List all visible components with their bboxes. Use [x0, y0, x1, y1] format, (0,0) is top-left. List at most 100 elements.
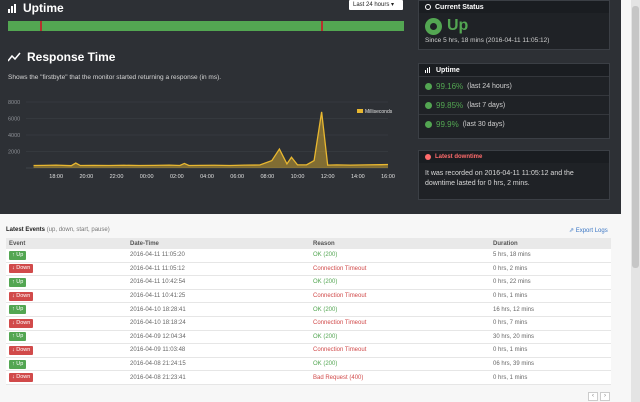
events-subtitle: (up, down, start, pause): [46, 227, 110, 233]
scrollbar-thumb[interactable]: [632, 6, 639, 268]
status-up-icon: [425, 17, 442, 35]
response-time-description: Shows the "firstbyte" that the monitor s…: [8, 74, 222, 81]
reason-cell: Bad Request (400): [313, 374, 364, 381]
event-cell: ↓ Down: [6, 318, 130, 328]
reason-cell: OK (200): [313, 306, 338, 313]
col-datetime: Date-Time: [130, 240, 159, 247]
reason-cell: OK (200): [313, 252, 338, 259]
col-reason: Reason: [313, 240, 335, 247]
events-rows: ↑ Up 2016-04-11 11:05:20 OK (200) 5 hrs,…: [6, 249, 611, 385]
x-tick-label: 06:00: [230, 174, 244, 180]
event-badge: ↓ Down: [9, 264, 34, 274]
downtime-marker[interactable]: [320, 21, 323, 31]
bar-chart-icon: [8, 3, 18, 13]
duration-cell: 0 hrs, 2 mins: [493, 265, 528, 272]
down-arrow-icon: ↓: [12, 292, 15, 299]
latest-downtime-title: Latest downtime: [435, 154, 483, 160]
datetime-cell: 2016-04-08 21:23:41: [130, 374, 186, 381]
info-icon: [425, 4, 431, 10]
reason-cell: OK (200): [313, 333, 338, 340]
current-status-title: Current Status: [435, 3, 484, 11]
col-duration: Duration: [493, 240, 518, 247]
next-page-button[interactable]: ›: [600, 392, 610, 401]
datetime-cell: 2016-04-11 11:05:12: [130, 265, 185, 272]
response-time-title: Response Time: [8, 50, 115, 64]
x-tick-label: 12:00: [321, 174, 335, 180]
event-badge: ↑ Up: [9, 305, 27, 315]
table-row: ↑ Up 2016-04-08 21:24:15 OK (200) 06 hrs…: [6, 357, 611, 372]
event-badge: ↓ Down: [9, 373, 34, 383]
alert-circle-icon: [425, 154, 431, 160]
event-cell: ↓ Down: [6, 291, 130, 301]
x-tick-label: 16:00: [381, 174, 395, 180]
y-tick-label: 2000: [8, 150, 20, 156]
status-text: Up: [447, 17, 469, 34]
event-label: Up: [16, 333, 24, 340]
x-tick-label: 10:00: [291, 174, 305, 180]
datetime-cell: 2016-04-11 10:41:25: [130, 293, 186, 300]
latest-downtime-header: Latest downtime: [419, 151, 609, 163]
x-tick-label: 00:00: [140, 174, 154, 180]
event-cell: ↑ Up: [6, 332, 130, 342]
x-tick-label: 20:00: [79, 174, 93, 180]
event-cell: ↑ Up: [6, 305, 130, 315]
up-arrow-icon: ↑: [12, 333, 15, 340]
status-dot-icon: [425, 101, 432, 109]
y-tick-label: 4000: [8, 133, 20, 139]
event-badge: ↑ Up: [9, 332, 27, 342]
uptime-stat-pct: 99.9%: [436, 119, 459, 129]
uptime-stats-list: 99.16% (last 24 hours) 99.85% (last 7 da…: [419, 76, 609, 133]
export-logs-label: Export Logs: [575, 228, 608, 234]
uptime-stats-title: Uptime: [436, 66, 460, 74]
events-title: Latest Events: [6, 227, 46, 233]
series-line: [33, 111, 389, 167]
table-row: ↓ Down 2016-04-09 11:03:48 Connection Ti…: [6, 344, 611, 358]
legend-swatch: [357, 109, 363, 113]
col-event: Event: [9, 240, 26, 247]
datetime-cell: 2016-04-09 11:03:48: [130, 347, 186, 354]
x-tick-label: 22:00: [110, 174, 124, 180]
range-select[interactable]: Last 24 hours ▾: [349, 0, 403, 10]
event-badge: ↑ Up: [9, 250, 27, 260]
uptime-stat-period: (last 7 days): [467, 101, 506, 109]
duration-cell: 5 hrs, 18 mins: [493, 252, 531, 259]
table-row: ↑ Up 2016-04-11 11:05:20 OK (200) 5 hrs,…: [6, 249, 611, 263]
up-arrow-icon: ↑: [12, 251, 15, 258]
pagination: ‹ ›: [588, 392, 610, 401]
event-cell: ↑ Up: [6, 277, 130, 287]
duration-cell: 30 hrs, 20 mins: [493, 333, 535, 340]
event-badge: ↓ Down: [9, 318, 34, 328]
reason-cell: Connection Timeout: [313, 320, 367, 327]
datetime-cell: 2016-04-10 18:28:41: [130, 306, 186, 313]
status-row: Up: [419, 13, 609, 35]
uptime-stat-pct: 99.16%: [436, 81, 464, 91]
current-status-panel: Current Status Up Since 5 hrs, 18 mins (…: [418, 0, 610, 50]
prev-page-button[interactable]: ‹: [588, 392, 598, 401]
datetime-cell: 2016-04-11 10:42:54: [130, 279, 186, 286]
duration-cell: 0 hrs, 1 mins: [493, 347, 528, 354]
export-logs-link[interactable]: ⇗ Export Logs: [569, 227, 608, 234]
response-time-title-text: Response Time: [27, 50, 116, 64]
duration-cell: 0 hrs, 7 mins: [493, 320, 528, 327]
uptime-stat-row: 99.85% (last 7 days): [419, 95, 609, 114]
latest-downtime-text: It was recorded on 2016-04-11 11:05:12 a…: [425, 170, 574, 187]
up-arrow-icon: ↑: [12, 306, 15, 313]
table-row: ↓ Down 2016-04-11 10:41:25 Connection Ti…: [6, 289, 611, 304]
status-dot-icon: [425, 82, 432, 90]
uptime-bar: [8, 21, 404, 31]
down-arrow-icon: ↓: [12, 265, 15, 272]
uptime-stats-header: Uptime: [419, 64, 609, 76]
table-row: ↑ Up 2016-04-11 10:42:54 OK (200) 0 hrs,…: [6, 276, 611, 290]
downtime-marker[interactable]: [39, 21, 42, 31]
event-label: Down: [16, 346, 31, 353]
status-dot-icon: [425, 120, 432, 128]
event-cell: ↑ Up: [6, 359, 130, 369]
event-label: Down: [16, 265, 31, 272]
uptime-title-text: Uptime: [23, 1, 64, 15]
duration-cell: 0 hrs, 22 mins: [493, 279, 531, 286]
uptime-stat-row: 99.16% (last 24 hours): [419, 76, 609, 95]
reason-cell: Connection Timeout: [313, 347, 367, 354]
x-tick-label: 14:00: [351, 174, 365, 180]
event-label: Up: [16, 251, 24, 258]
event-label: Up: [16, 278, 24, 285]
